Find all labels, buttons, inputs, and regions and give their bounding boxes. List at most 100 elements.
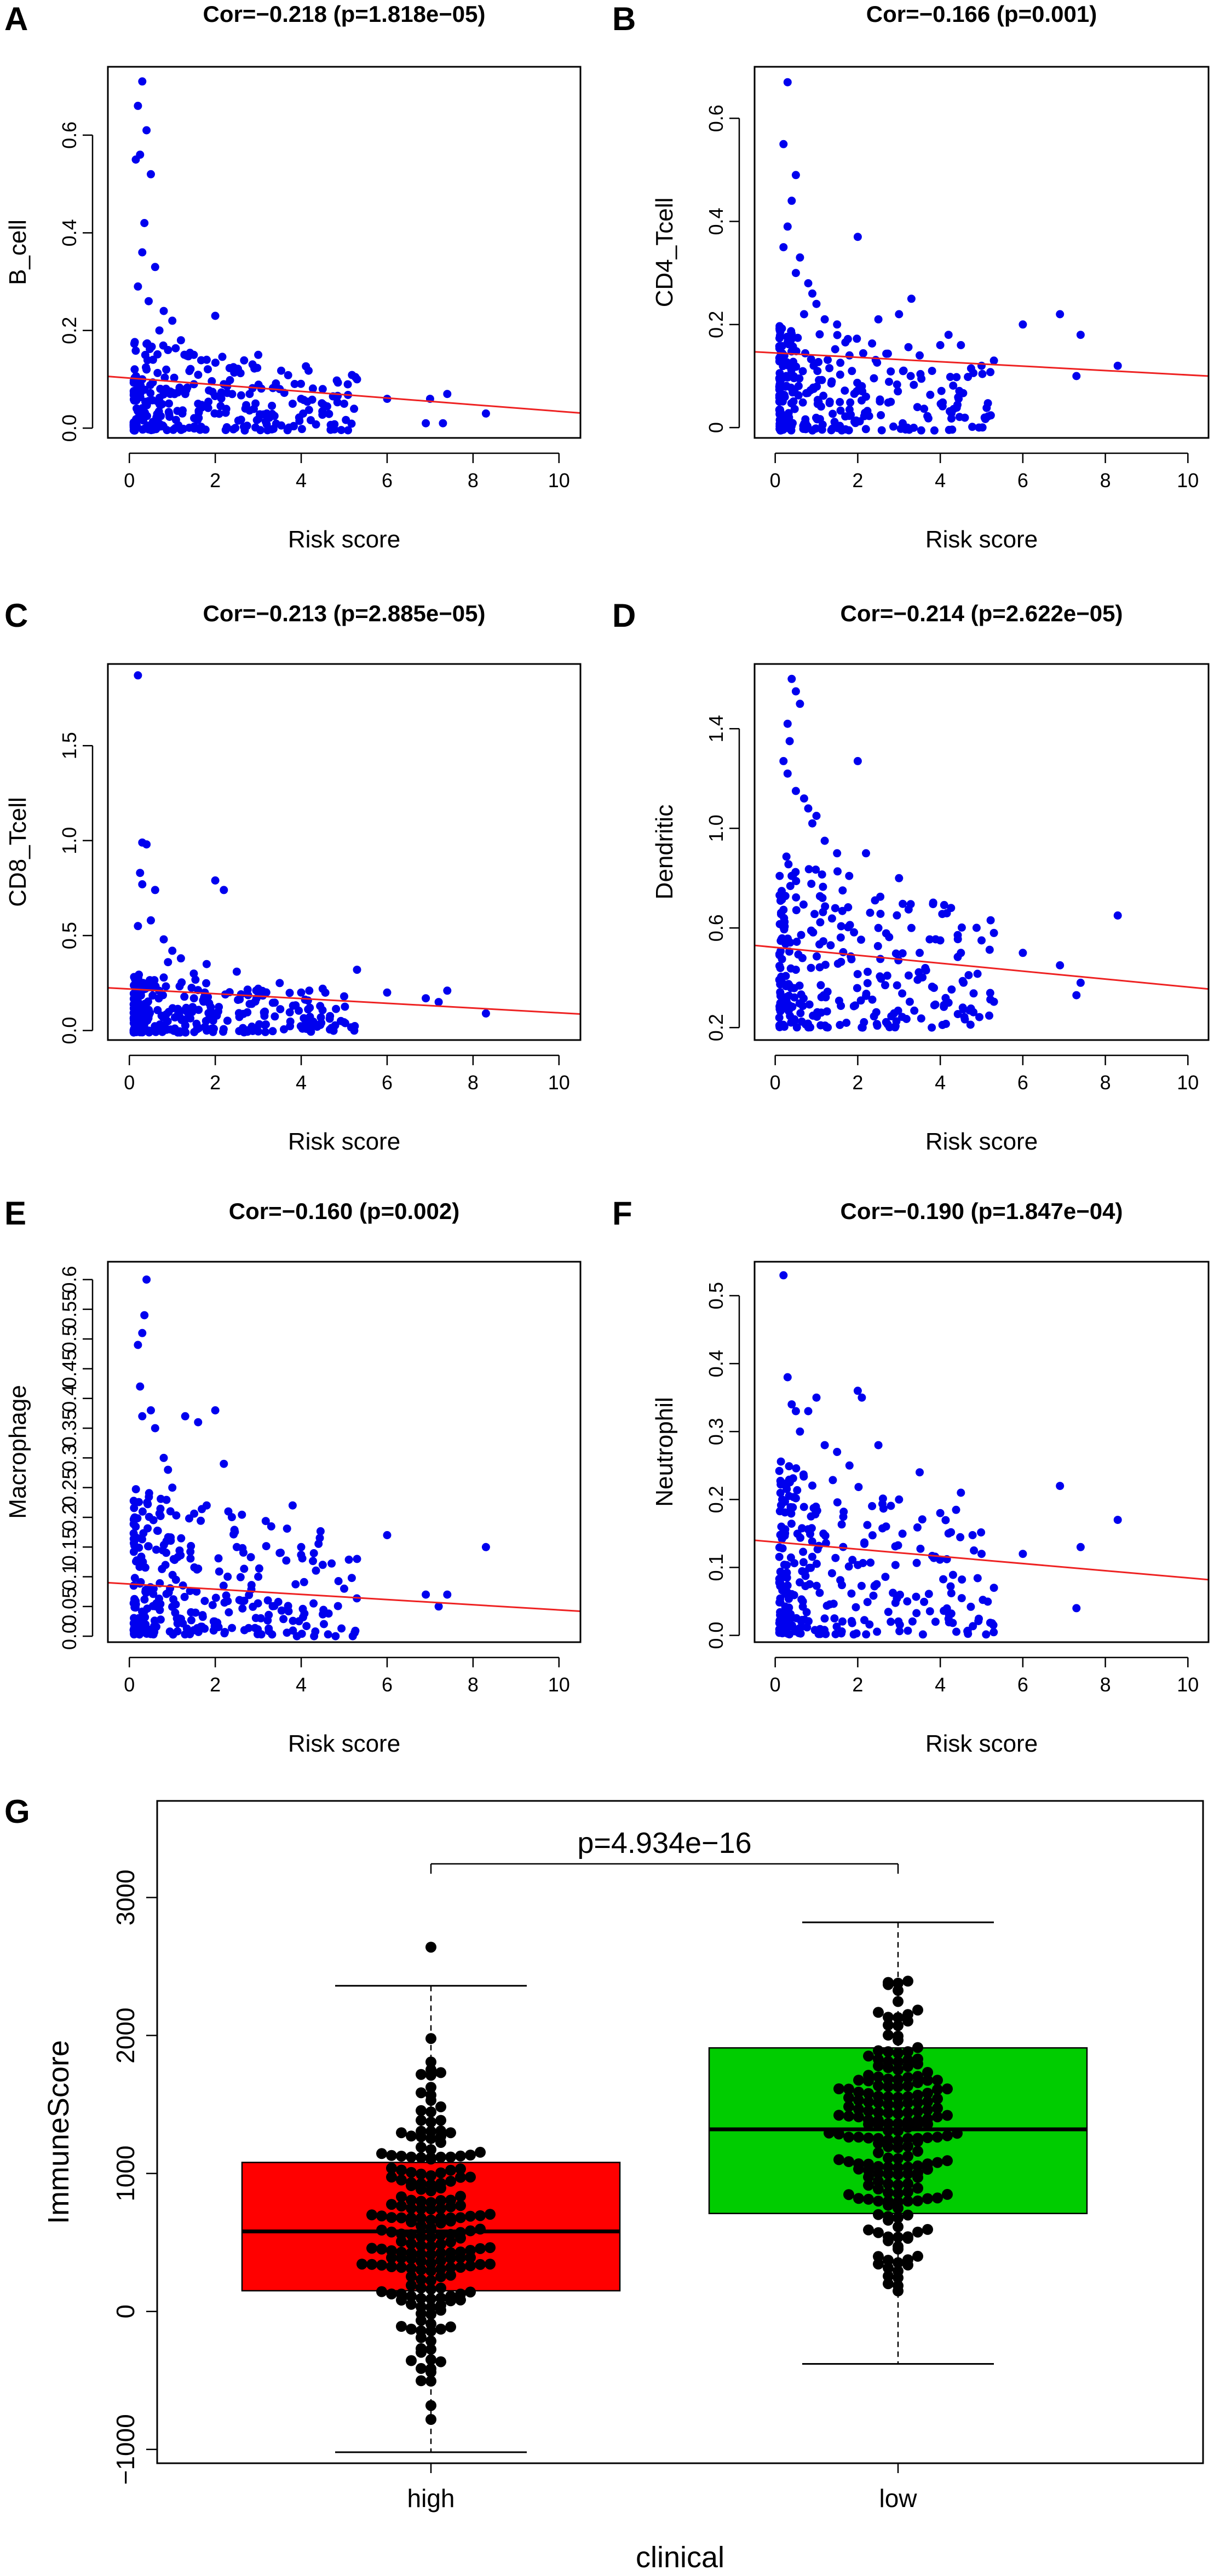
data-point bbox=[148, 1629, 157, 1638]
data-point bbox=[283, 1524, 291, 1533]
data-point bbox=[276, 1005, 285, 1014]
data-point bbox=[842, 1019, 851, 1027]
data-point bbox=[171, 344, 180, 353]
data-point bbox=[931, 1618, 940, 1626]
data-point bbox=[815, 892, 824, 900]
data-point bbox=[220, 1598, 229, 1607]
outlier-point bbox=[425, 1942, 436, 1953]
data-point bbox=[952, 1505, 960, 1514]
panel-letter: A bbox=[4, 1, 28, 37]
data-point bbox=[325, 409, 333, 418]
data-point bbox=[274, 1598, 283, 1606]
data-point bbox=[944, 998, 953, 1007]
data-point bbox=[129, 389, 138, 397]
beeswarm-point bbox=[445, 2127, 456, 2139]
data-point bbox=[202, 1501, 211, 1510]
data-point bbox=[238, 1510, 246, 1519]
y-tick-label: 0.45 bbox=[58, 1349, 80, 1388]
data-point bbox=[985, 945, 994, 954]
x-axis-title: Risk score bbox=[288, 1128, 400, 1155]
beeswarm-point bbox=[883, 2073, 894, 2085]
data-point bbox=[177, 1534, 186, 1543]
x-tick-label: 6 bbox=[382, 469, 393, 492]
beeswarm-point bbox=[416, 2196, 427, 2207]
data-point bbox=[309, 1549, 318, 1557]
data-point bbox=[251, 1614, 260, 1622]
data-point bbox=[854, 1483, 863, 1492]
data-point bbox=[792, 877, 801, 886]
beeswarm-point bbox=[396, 2212, 407, 2223]
beeswarm-point bbox=[425, 2116, 436, 2128]
data-point bbox=[807, 963, 815, 972]
data-point bbox=[883, 971, 891, 980]
data-point bbox=[825, 364, 834, 373]
data-point bbox=[947, 1589, 956, 1598]
data-point bbox=[796, 1427, 804, 1436]
beeswarm-point bbox=[425, 2033, 436, 2044]
y-tick-label: 0 bbox=[111, 2304, 140, 2319]
data-point bbox=[858, 382, 866, 390]
data-point bbox=[831, 904, 839, 912]
data-point bbox=[957, 1594, 966, 1603]
beeswarm-point bbox=[883, 2046, 894, 2058]
data-point bbox=[910, 380, 918, 389]
data-point bbox=[969, 989, 978, 998]
panel-letter: E bbox=[4, 1195, 26, 1232]
beeswarm-point bbox=[425, 2293, 436, 2304]
data-point bbox=[860, 412, 868, 420]
data-point bbox=[153, 350, 162, 359]
data-point bbox=[318, 984, 327, 993]
data-point bbox=[877, 411, 885, 419]
data-point bbox=[297, 425, 306, 434]
data-point bbox=[153, 368, 162, 377]
data-point bbox=[813, 400, 822, 408]
data-point bbox=[129, 1581, 138, 1590]
data-point bbox=[136, 389, 145, 397]
data-point bbox=[190, 1563, 199, 1572]
data-point bbox=[312, 1566, 320, 1575]
x-tick-label: 0 bbox=[770, 469, 781, 492]
data-point bbox=[782, 852, 791, 861]
data-point bbox=[955, 413, 964, 421]
data-point bbox=[799, 1472, 808, 1481]
data-point bbox=[176, 1551, 185, 1560]
data-point bbox=[168, 1602, 177, 1611]
data-point bbox=[143, 1604, 152, 1613]
data-point bbox=[189, 994, 198, 1003]
y-axis-title: Dendritic bbox=[651, 805, 678, 900]
data-point bbox=[271, 998, 279, 1007]
data-point bbox=[816, 1625, 825, 1633]
data-point bbox=[261, 1027, 270, 1036]
beeswarm-point bbox=[376, 2225, 387, 2236]
data-point bbox=[808, 1481, 816, 1490]
data-point bbox=[141, 1563, 149, 1572]
beeswarm-point bbox=[873, 2133, 884, 2144]
data-point bbox=[908, 1617, 917, 1626]
data-point bbox=[211, 311, 220, 320]
data-point bbox=[129, 1028, 138, 1037]
beeswarm-point bbox=[932, 2103, 943, 2114]
data-point bbox=[964, 373, 973, 382]
data-point bbox=[149, 1622, 158, 1631]
data-point bbox=[858, 1393, 866, 1402]
beeswarm-point bbox=[475, 2146, 486, 2158]
data-point bbox=[175, 982, 184, 991]
beeswarm-point bbox=[932, 2157, 943, 2168]
beeswarm-point bbox=[425, 2275, 436, 2286]
beeswarm-point bbox=[863, 2105, 874, 2117]
data-point bbox=[822, 1007, 831, 1016]
data-point bbox=[804, 1407, 813, 1416]
data-point bbox=[794, 382, 803, 390]
beeswarm-point bbox=[455, 2150, 466, 2162]
beeswarm-point bbox=[406, 2324, 417, 2335]
data-point bbox=[952, 1627, 960, 1636]
data-point bbox=[315, 1534, 324, 1543]
data-point bbox=[827, 914, 836, 923]
data-point bbox=[982, 1630, 991, 1639]
beeswarm-point bbox=[425, 2343, 436, 2355]
data-point bbox=[894, 1541, 902, 1550]
data-point bbox=[171, 415, 180, 424]
x-tick-label: 4 bbox=[296, 469, 307, 492]
data-point bbox=[134, 101, 142, 110]
